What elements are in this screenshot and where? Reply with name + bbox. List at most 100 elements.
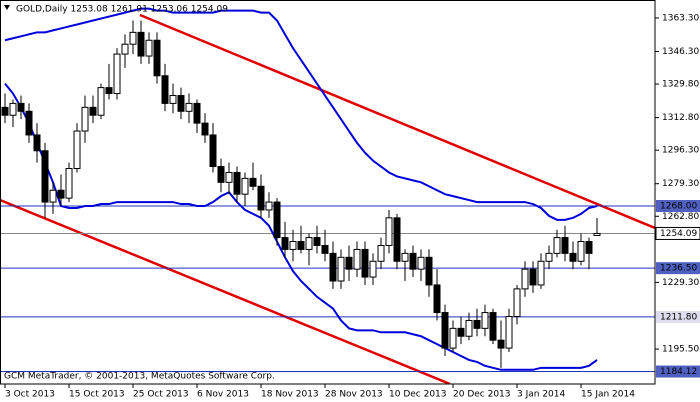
candle-body: [441, 312, 449, 349]
candle-body: [17, 102, 25, 112]
y-tick-label: 1329.80: [662, 80, 699, 90]
candle-body: [89, 106, 97, 116]
candle-body: [465, 319, 473, 337]
candle-body: [457, 327, 465, 337]
candle-body: [217, 166, 225, 183]
candle-body: [73, 130, 81, 170]
level-label-box: [656, 262, 700, 275]
candle-body: [289, 241, 297, 250]
chart-title: GOLD,Daily 1253.08 1261.91 1253.06 1254.…: [16, 5, 228, 15]
x-tick-label: 28 Nov 2013: [325, 390, 383, 400]
candle-body: [489, 312, 497, 341]
level-label: 1254.09: [660, 229, 697, 239]
candle-body: [433, 284, 441, 314]
level-label: 1211.80: [660, 312, 697, 322]
level-label-box: [656, 365, 700, 378]
x-tick-label: 6 Nov 2013: [197, 390, 249, 400]
bollinger-band: [4, 7, 598, 221]
candle-body: [329, 252, 337, 282]
candle-body: [209, 134, 217, 168]
channel-line: [0, 198, 451, 384]
candle-body: [593, 232, 601, 236]
candle-body: [177, 95, 185, 112]
candle-body: [81, 106, 89, 132]
candle-body: [537, 260, 545, 286]
x-tick-label: 3 Jan 2014: [517, 390, 565, 400]
candle-body: [185, 102, 193, 112]
candle-body: [497, 339, 505, 349]
plot-frame: [0, 0, 656, 385]
candle-body: [585, 241, 593, 254]
channel-line: [139, 13, 655, 230]
candle-body: [553, 237, 561, 254]
x-tick-label: 18 Nov 2013: [261, 390, 319, 400]
level-label: 1268.00: [660, 202, 697, 212]
level-label: 1236.50: [660, 264, 697, 274]
candle-body: [161, 75, 169, 104]
candle-body: [257, 185, 265, 211]
candle-body: [137, 31, 145, 57]
candle-body: [273, 201, 281, 239]
y-tick-label: 1346.30: [662, 47, 699, 57]
candle-body: [225, 171, 233, 183]
level-label-box: [656, 200, 700, 213]
candle-body: [361, 248, 369, 278]
candle-body: [481, 312, 489, 329]
candle-body: [57, 189, 65, 199]
y-tick-label: 1296.30: [662, 146, 699, 156]
candle-body: [569, 252, 577, 262]
candle-body: [385, 217, 393, 246]
plot-area: [0, 7, 655, 384]
candle-body: [521, 268, 529, 290]
candle-body: [201, 122, 209, 136]
candle-body: [305, 237, 313, 250]
x-tick-label: 15 Oct 2013: [69, 390, 125, 400]
candle-body: [41, 150, 49, 203]
candle-body: [297, 241, 305, 250]
candle-body: [401, 252, 409, 262]
candle-body: [409, 252, 417, 270]
candle-body: [473, 319, 481, 329]
y-tick-label: 1312.80: [662, 113, 699, 123]
y-tick-label: 1262.80: [662, 212, 699, 222]
candle-body: [169, 95, 177, 104]
y-tick-label: 1279.30: [662, 179, 699, 189]
candle-body: [425, 256, 433, 286]
y-tick-label: 1363.30: [662, 13, 699, 23]
candle-body: [377, 244, 385, 262]
candle-body: [113, 53, 121, 95]
candle-body: [337, 256, 345, 282]
footer: GCM MetaTrader, © 2001-2013, MetaQuotes …: [4, 372, 275, 382]
candle-body: [353, 248, 361, 270]
candle-body: [393, 217, 401, 262]
level-label-box: [655, 226, 700, 240]
candle-body: [545, 252, 553, 262]
candle-body: [313, 237, 321, 246]
candle-body: [33, 134, 41, 152]
candle-body: [417, 256, 425, 270]
level-label-box: [656, 310, 700, 323]
candle-body: [9, 102, 17, 116]
x-tick-label: 10 Dec 2013: [389, 390, 447, 400]
candle-body: [369, 260, 377, 278]
candle-body: [249, 177, 257, 187]
candle-body: [345, 256, 353, 270]
candle-body: [97, 87, 105, 116]
y-tick-label: 1195.50: [662, 345, 699, 355]
candle-body: [145, 39, 153, 57]
candle-body: [193, 102, 201, 124]
candle-body: [233, 171, 241, 195]
candle-body: [265, 201, 273, 211]
candle-body: [25, 110, 33, 136]
level-label: 1184.12: [660, 367, 697, 377]
candle-body: [129, 31, 137, 45]
x-tick-label: 3 Oct 2013: [5, 390, 55, 400]
candle-body: [1, 106, 9, 116]
candle-body: [105, 87, 113, 95]
x-tick-label: 15 Jan 2014: [581, 390, 635, 400]
x-tick-label: 20 Dec 2013: [453, 390, 511, 400]
candle-body: [577, 241, 585, 262]
candle-body: [561, 237, 569, 254]
